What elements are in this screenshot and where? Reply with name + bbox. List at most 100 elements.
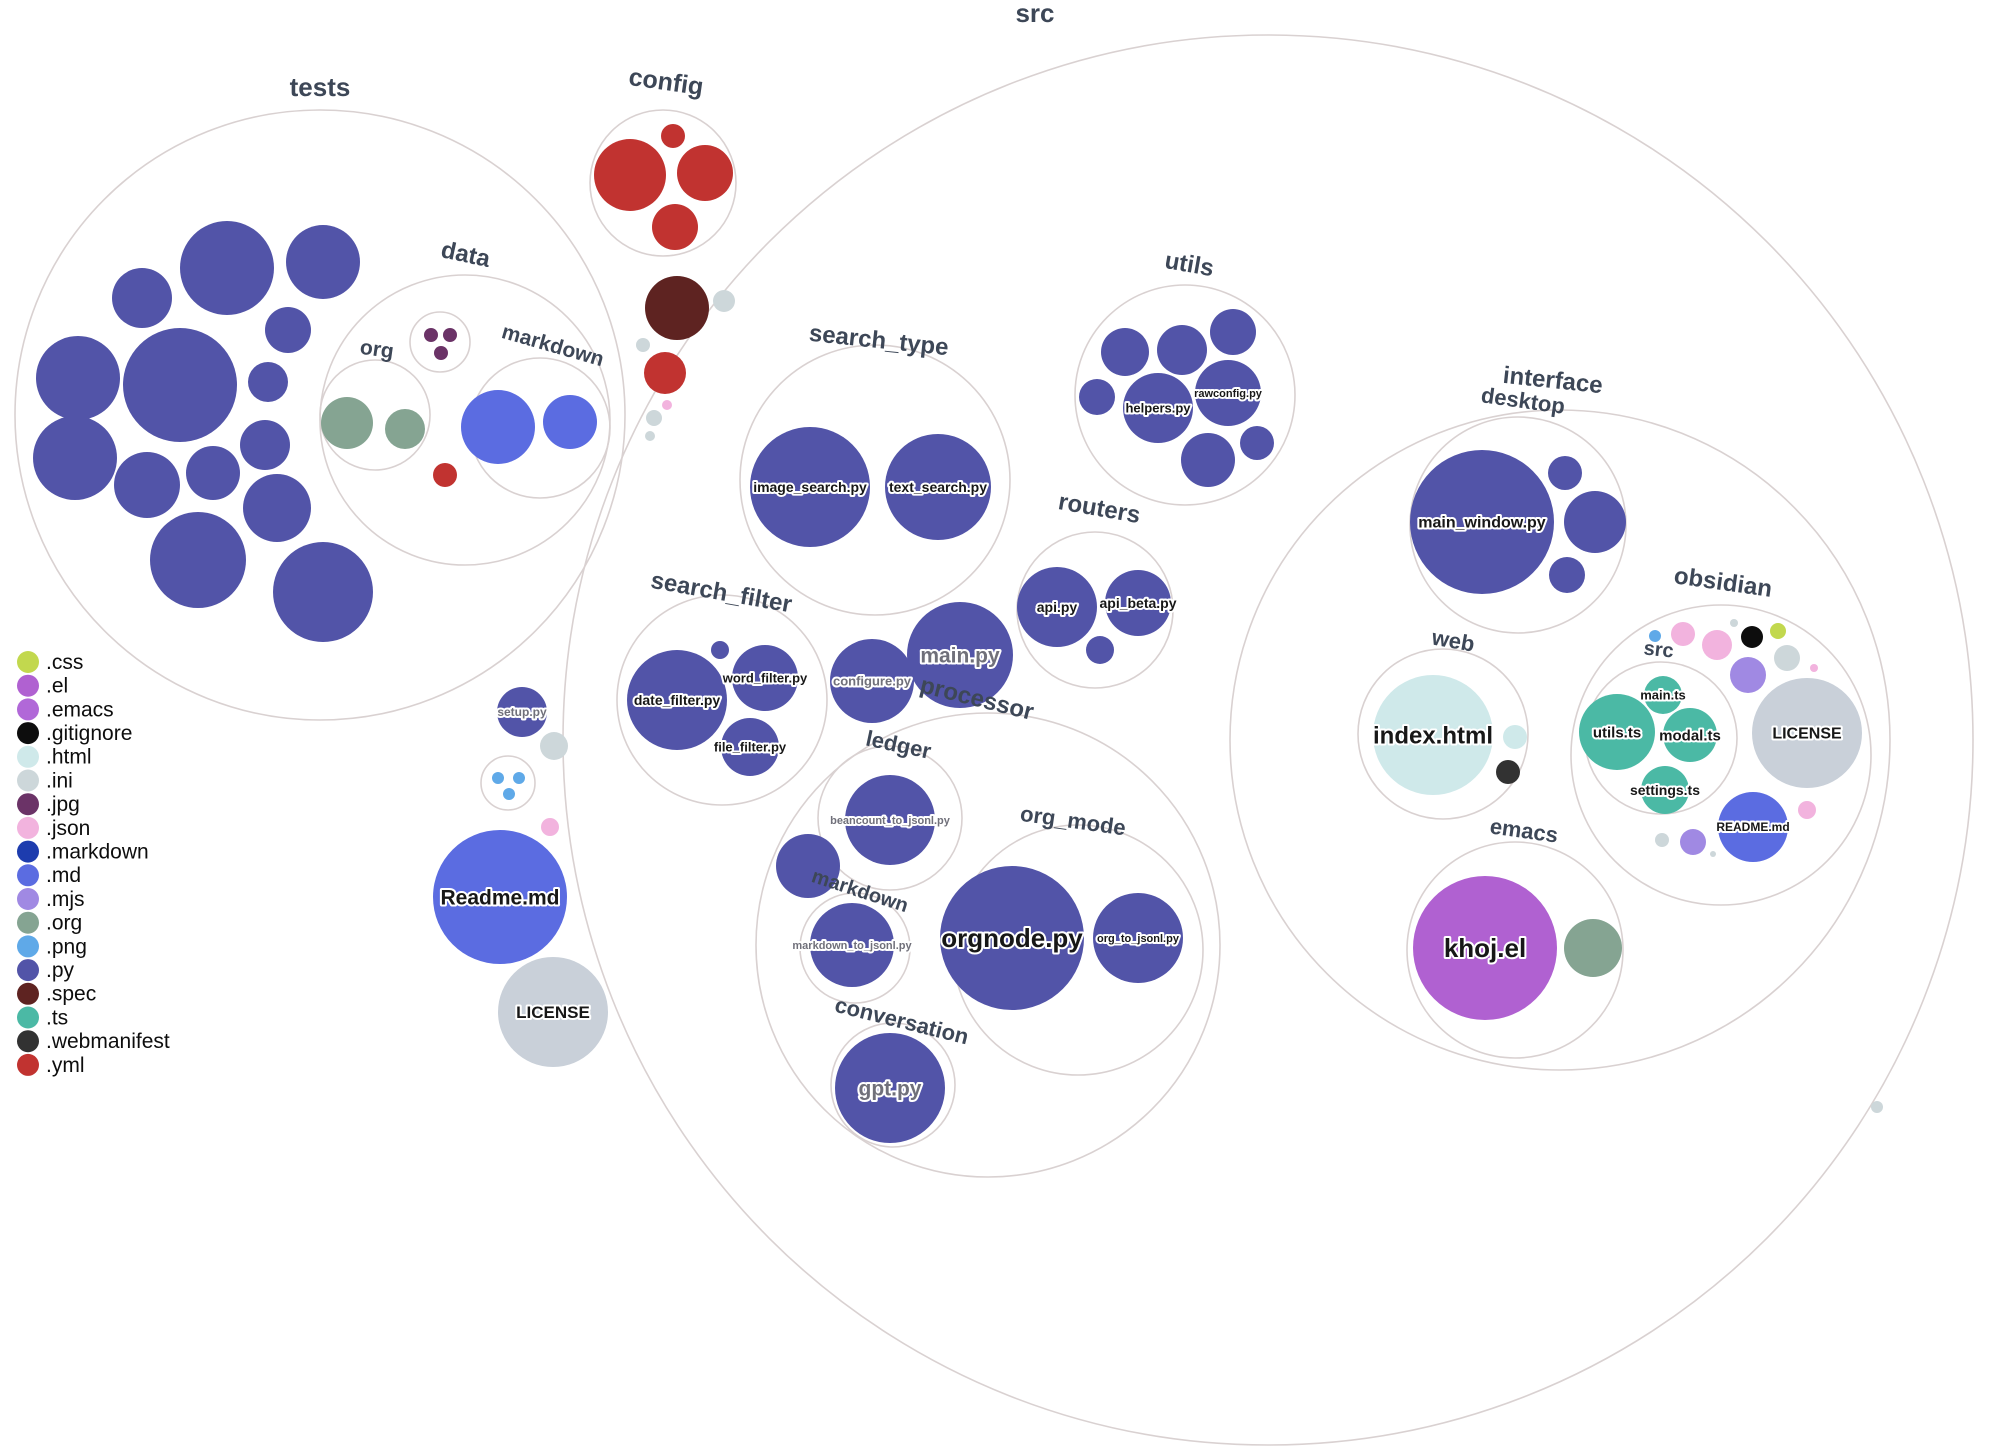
file-circle-py-70[interactable] [1549,557,1585,593]
file-circle-py-3[interactable] [36,336,120,420]
folder-circle-search_type[interactable] [739,344,1011,616]
file-circle-main.py[interactable] [907,602,1013,708]
file-circle-json-77[interactable] [1671,622,1695,646]
file-circle-org_to_jsonl.py[interactable] [1093,893,1183,983]
file-circle-py-68[interactable] [1548,456,1582,490]
file-circle-LICENSE[interactable] [1752,678,1862,788]
file-circle-png-36[interactable] [513,772,525,784]
folder-circle-emacs[interactable] [1406,841,1624,1059]
file-circle-jpg-14[interactable] [424,328,438,342]
file-circle-org-18[interactable] [385,409,425,449]
file-circle-py-60[interactable] [1086,636,1114,664]
file-circle-ini-28[interactable] [636,338,650,352]
file-circle-py-4[interactable] [123,328,237,442]
file-circle-api.py[interactable] [1017,567,1097,647]
file-circle-yml-29[interactable] [644,352,686,394]
file-circle-org-75[interactable] [1564,919,1622,977]
file-circle-Readme.md[interactable] [433,830,567,964]
folder-circle-org[interactable] [319,359,431,471]
file-circle-md-19[interactable] [461,390,535,464]
file-circle-ini-32[interactable] [645,431,655,441]
folder-circle-conversation[interactable] [830,1022,956,1148]
file-circle-py-12[interactable] [150,512,246,608]
file-circle-py-13[interactable] [273,542,373,642]
file-circle-rawconfig.py[interactable] [1195,360,1261,426]
file-circle-py-1[interactable] [286,225,360,299]
file-circle-py-53[interactable] [1157,325,1207,375]
file-circle-gpt.py[interactable] [835,1033,945,1143]
file-circle-jpg-15[interactable] [443,328,457,342]
folder-circle-processor[interactable] [755,712,1221,1178]
file-circle-py-69[interactable] [1564,491,1626,553]
file-circle-text_search.py[interactable] [885,434,991,540]
file-circle-html-72[interactable] [1503,725,1527,749]
file-circle-main_window.py[interactable] [1410,450,1554,594]
file-circle-py-5[interactable] [265,307,311,353]
file-circle-word_filter.py[interactable] [732,645,798,711]
file-circle-json-83[interactable] [1810,664,1818,672]
file-circle-py-56[interactable] [1181,433,1235,487]
folder-circle-tests[interactable] [14,109,626,721]
file-circle-py-10[interactable] [186,446,240,500]
file-circle-py-8[interactable] [33,416,117,500]
folder-circle-proc-markdown[interactable] [799,892,911,1004]
file-circle-ini-34[interactable] [540,732,568,760]
file-circle-ini-41[interactable] [1871,1101,1883,1113]
file-circle-modal.ts[interactable] [1663,708,1717,762]
file-circle-README.md[interactable] [1718,792,1788,862]
file-circle-ini-82[interactable] [1774,645,1800,671]
folder-circle-search_filter[interactable] [616,594,828,806]
file-circle-webmanifest-73[interactable] [1496,760,1520,784]
file-circle-date_filter.py[interactable] [627,650,727,750]
file-circle-json-30[interactable] [662,400,672,410]
folder-circle-routers[interactable] [1016,531,1174,689]
folder-circle-desktop[interactable] [1409,416,1627,634]
file-circle-py-54[interactable] [1210,309,1256,355]
folder-circle-web[interactable] [1357,648,1529,820]
file-circle-configure.py[interactable] [830,639,914,723]
file-circle-yml-21[interactable] [433,463,457,487]
file-circle-gitignore-80[interactable] [1741,626,1763,648]
file-circle-mjs-84[interactable] [1730,657,1766,693]
file-circle-py-52[interactable] [1101,328,1149,376]
file-circle-settings.ts[interactable] [1641,766,1689,814]
file-circle-helpers.py[interactable] [1123,373,1193,443]
file-circle-utils.ts[interactable] [1579,694,1655,770]
file-circle-file_filter.py[interactable] [721,718,779,776]
folder-circle-ledger[interactable] [817,745,963,891]
file-circle-markdown_to_jsonl.py[interactable] [810,903,894,987]
file-circle-json-78[interactable] [1702,630,1732,660]
file-circle-ini-27[interactable] [713,290,735,312]
file-circle-ini-90[interactable] [1710,851,1716,857]
file-circle-yml-24[interactable] [677,145,733,201]
file-circle-yml-23[interactable] [661,124,685,148]
file-circle-yml-25[interactable] [652,204,698,250]
folder-circle-utils[interactable] [1074,284,1296,506]
file-circle-json-38[interactable] [541,818,559,836]
file-circle-py-0[interactable] [180,221,274,315]
folder-circle-data-jpg[interactable] [409,311,471,373]
file-circle-mjs-89[interactable] [1680,829,1706,855]
file-circle-org-17[interactable] [321,397,373,449]
file-circle-beancount_to_jsonl.py[interactable] [845,775,935,865]
file-circle-api_beta.py[interactable] [1105,570,1171,636]
file-circle-yml-22[interactable] [594,139,666,211]
folder-circle-root-png[interactable] [480,755,536,811]
file-circle-png-76[interactable] [1649,630,1661,642]
file-circle-py-7[interactable] [240,420,290,470]
file-circle-py-6[interactable] [248,362,288,402]
file-circle-ini-88[interactable] [1655,833,1669,847]
file-circle-png-37[interactable] [503,788,515,800]
file-circle-css-81[interactable] [1770,623,1786,639]
file-circle-index.html[interactable] [1373,675,1493,795]
file-circle-ini-79[interactable] [1730,619,1738,627]
folder-circle-obsidian[interactable] [1570,604,1872,906]
file-circle-png-35[interactable] [492,772,504,784]
file-circle-py-9[interactable] [114,452,180,518]
file-circle-image_search.py[interactable] [750,427,870,547]
file-circle-orgnode.py[interactable] [940,866,1084,1010]
file-circle-md-20[interactable] [543,395,597,449]
file-circle-py-55[interactable] [1079,379,1115,415]
file-circle-py-61[interactable] [776,834,840,898]
file-circle-ini-31[interactable] [646,410,662,426]
